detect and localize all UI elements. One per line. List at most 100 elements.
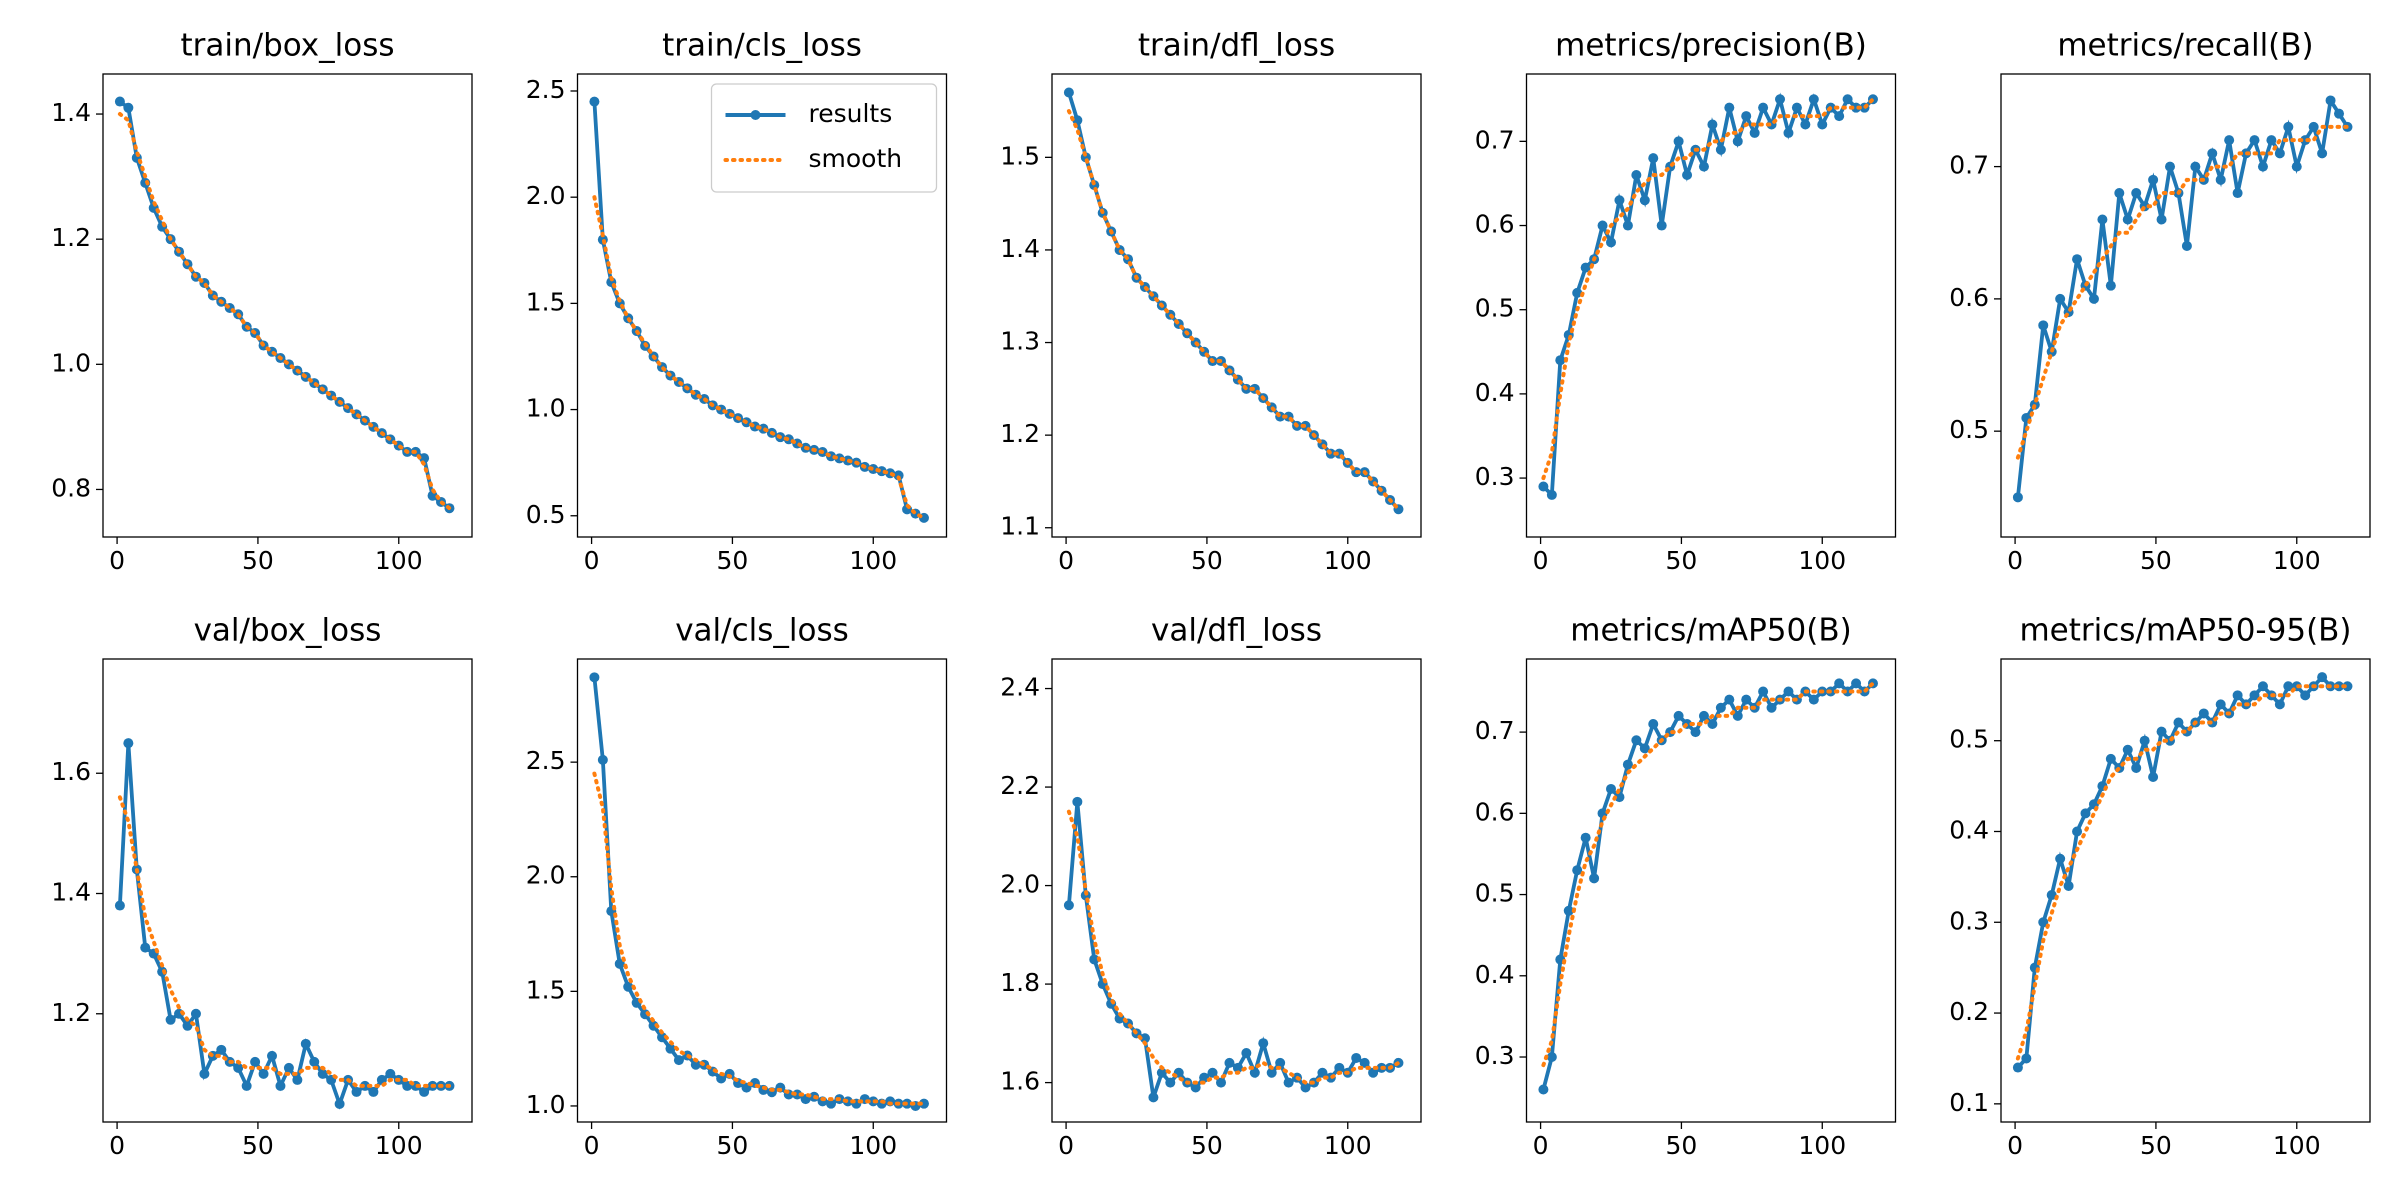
results-point	[1715, 702, 1726, 713]
results-point	[2215, 699, 2226, 710]
results-point	[385, 1068, 396, 1079]
results-point	[2249, 690, 2260, 701]
subplot: val/box_loss 0 50 100 1.2 1.4 1.6	[51, 613, 473, 1160]
subplot: train/cls_loss 0 50 100 0.5 1.0 1.5 2.0 2.5 resul…	[526, 28, 948, 575]
y-tick-label: 1.5	[526, 287, 566, 316]
subplot-title: metrics/precision(B)	[1555, 28, 1867, 64]
y-tick-label: 1.1	[1000, 512, 1040, 541]
subplot-title: metrics/mAP50(B)	[1570, 613, 1851, 649]
results-point	[1749, 127, 1760, 138]
results-point	[2105, 753, 2116, 764]
results-point	[1317, 1067, 1328, 1078]
results-point	[673, 1055, 684, 1066]
results-point	[292, 1074, 303, 1085]
smooth-line	[1066, 109, 1401, 512]
results-point	[2055, 293, 2066, 304]
results-point	[2274, 699, 2285, 710]
results-point	[2308, 121, 2319, 132]
results-point	[2291, 161, 2302, 172]
results-point	[2021, 1053, 2032, 1064]
results-point	[2105, 280, 2116, 291]
results-point	[1199, 1072, 1210, 1083]
results-point	[1834, 111, 1845, 122]
x-tick-label: 100	[849, 1131, 897, 1160]
y-tick-label: 2.0	[526, 861, 566, 890]
x-tick-label: 100	[1324, 546, 1372, 575]
subplot-title: train/cls_loss	[662, 28, 862, 64]
subplot: metrics/recall(B) 0 50 100 0.5 0.6 0.7	[1949, 28, 2371, 575]
results-point	[589, 672, 600, 683]
results-point	[2283, 121, 2294, 132]
results-point	[1842, 686, 1853, 697]
x-tick-label: 50	[717, 1131, 749, 1160]
y-tick-label: 1.0	[51, 348, 91, 377]
x-tick-label: 0	[109, 1131, 125, 1160]
results-point	[1690, 727, 1701, 738]
subplot: train/dfl_loss 0 50 100 1.1 1.2 1.3 1.4 1.5	[1000, 28, 1422, 575]
results-point	[1622, 220, 1633, 231]
results-point	[2224, 135, 2235, 146]
results-point	[2317, 672, 2328, 683]
results-point	[1148, 1092, 1159, 1103]
y-tick-label: 1.4	[1000, 234, 1040, 263]
results-point	[1648, 153, 1659, 164]
results-point	[1063, 900, 1074, 911]
results-point	[1682, 170, 1693, 181]
results-point	[1631, 735, 1642, 746]
results-point	[1631, 170, 1642, 181]
y-tick-label: 2.2	[1000, 771, 1040, 800]
results-point	[1817, 119, 1828, 130]
results-point	[300, 1038, 311, 1049]
x-tick-label: 50	[2140, 546, 2172, 575]
y-tick-label: 1.6	[1000, 1067, 1040, 1096]
results-point	[1241, 1048, 1252, 1059]
results-point	[1258, 1038, 1269, 1049]
x-tick-label: 100	[2273, 1131, 2321, 1160]
results-point	[1622, 759, 1633, 770]
y-tick-label: 0.7	[1949, 151, 1989, 180]
results-line	[2016, 95, 2350, 498]
results-point	[216, 1044, 227, 1055]
subplot: metrics/precision(B) 0 50 100 0.3 0.4 0.5 0.6 0.…	[1475, 28, 1897, 575]
results-point	[690, 1059, 701, 1070]
results-point	[1580, 832, 1591, 843]
x-tick-label: 100	[1324, 1131, 1372, 1160]
x-tick-label: 50	[242, 546, 274, 575]
results-point	[1063, 87, 1074, 98]
results-point	[1851, 102, 1862, 113]
results-point	[893, 470, 904, 481]
results-point	[2300, 690, 2311, 701]
smooth-line	[1541, 97, 1875, 481]
results-point	[2190, 161, 2201, 172]
y-tick-label: 0.2	[1949, 997, 1989, 1026]
results-point	[2122, 744, 2133, 755]
smooth-line	[1066, 809, 1401, 1085]
results-point	[2038, 917, 2049, 928]
y-tick-label: 2.5	[526, 75, 566, 104]
results-point	[1834, 678, 1845, 689]
legend-label: smooth	[809, 144, 903, 173]
results-point	[1766, 702, 1777, 713]
results-point	[623, 981, 634, 992]
results-point	[1580, 262, 1591, 273]
smooth-line	[592, 771, 926, 1106]
x-tick-label: 50	[242, 1131, 274, 1160]
results-point	[1783, 686, 1794, 697]
results-point	[1758, 102, 1769, 113]
results-point	[1606, 237, 1617, 248]
y-tick-label: 1.4	[51, 98, 91, 127]
results-point	[1156, 1067, 1167, 1078]
results-point	[267, 1050, 278, 1061]
results-point	[2063, 880, 2074, 891]
results-point	[351, 1086, 362, 1097]
results-point	[2207, 148, 2218, 159]
x-tick-label: 50	[1666, 546, 1698, 575]
x-tick-label: 0	[584, 1131, 600, 1160]
results-point	[2274, 148, 2285, 159]
y-tick-label: 0.4	[1475, 960, 1515, 989]
results-point	[1639, 743, 1650, 754]
y-tick-label: 0.5	[1949, 415, 1989, 444]
x-tick-label: 0	[2007, 1131, 2023, 1160]
results-point	[1368, 1067, 1379, 1078]
